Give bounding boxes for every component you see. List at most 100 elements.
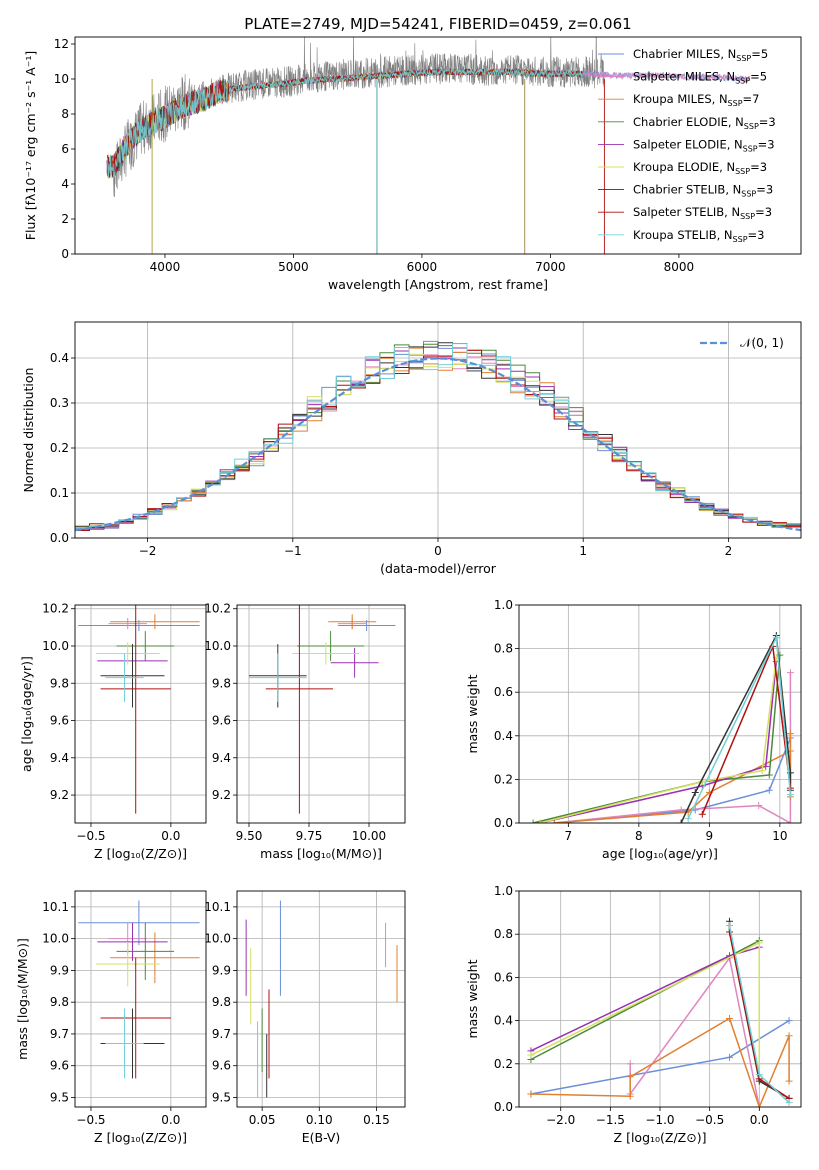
legend-entry: Chabrier ELODIE, NSSP=3 [633, 115, 776, 131]
errorbar-point [78, 900, 200, 945]
mass-weight-marker [755, 1071, 763, 1079]
y-tick-label: 10.1 [42, 900, 69, 914]
errorbar-point [108, 618, 147, 630]
mass-weight-series-8 [726, 922, 793, 1107]
histogram-series-6 [75, 342, 801, 529]
y-tick-label: 0.3 [50, 396, 69, 410]
axes-frame [236, 604, 406, 824]
mass-weight-series-1 [550, 669, 794, 823]
x-tick-label: 0 [434, 544, 442, 558]
y-tick-label: 0.0 [50, 531, 69, 545]
spectrum-model-6 [106, 67, 583, 178]
y-tick-label: 0.8 [494, 927, 513, 941]
axes-frame [74, 890, 207, 1108]
mass-weight-marker [726, 928, 734, 936]
y-tick-label: 0.2 [50, 441, 69, 455]
y-tick-label: 1.0 [494, 884, 513, 898]
plot-area-age-vs-z [78, 605, 200, 814]
x-tick-label: 2 [725, 544, 733, 558]
legend-val: =5 [750, 70, 767, 84]
x-tick-label: 10.00 [352, 829, 386, 843]
mass-weight-series-2 [527, 1014, 793, 1107]
mass-weight-marker [786, 730, 794, 738]
errorbar-point [249, 653, 307, 702]
y-tick-label: 0.4 [494, 1014, 513, 1028]
panel-mass-vs-ebv: 0.05 0.10 0.15 9.5 9.6 9.7 9.8 9.9 10.0 10.1 E(B-V… [204, 890, 406, 1145]
y-axis-label: mass weight [465, 674, 480, 753]
y-tick-label: 9.8 [50, 995, 69, 1009]
legend-sub: SSP [744, 122, 759, 131]
mass-weight-marker [785, 1077, 793, 1085]
x-tick-label: 0.15 [363, 1113, 390, 1127]
x-tick-label: 5000 [278, 260, 309, 274]
x-tick-label: 9.50 [236, 829, 263, 843]
mass-weight-line [554, 672, 792, 823]
y-tick-label: 10.0 [204, 932, 231, 946]
x-tick-label: 8 [635, 829, 643, 843]
mass-weight-marker [758, 767, 766, 775]
y-tick-label: 9.6 [50, 1059, 69, 1073]
errorbar-point [265, 605, 333, 814]
legend-sub: SSP [735, 167, 750, 176]
y-tick-label: 8 [61, 107, 69, 121]
panel-spectrum: 4000 5000 6000 7000 8000 0 2 4 6 8 10 12 wavelength … [23, 36, 802, 292]
y-tick-label: 9.8 [212, 995, 231, 1009]
axes-frame [518, 890, 802, 1108]
errorbar-point [116, 631, 175, 661]
mass-weight-series-5 [536, 653, 780, 823]
mass-weight-marker [755, 939, 763, 947]
y-tick-label: 0.2 [494, 772, 513, 786]
x-tick-label: 7 [565, 829, 573, 843]
mass-weight-series-4 [536, 658, 780, 823]
legend-val: =3 [759, 115, 776, 129]
mass-weight-marker [772, 634, 780, 642]
x-axis-label: E(B-V) [302, 1130, 341, 1145]
x-axis-label: Z [log₁₀(Z/Z⊙)] [94, 846, 187, 861]
x-tick-label: 4000 [150, 260, 181, 274]
y-tick-label: 0.6 [494, 685, 513, 699]
y-tick-label: 1.0 [494, 598, 513, 612]
x-axis-label: (data-model)/error [380, 561, 497, 576]
y-tick-label: 9.7 [50, 1027, 69, 1041]
errorbar-point [105, 1008, 144, 1079]
mass-weight-marker [755, 802, 763, 810]
mass-weight-marker [785, 1099, 793, 1107]
mass-weight-marker [529, 819, 537, 823]
y-tick-label: 9.7 [212, 1027, 231, 1041]
mass-weight-marker [786, 669, 794, 677]
mass-weight-marker [785, 1032, 793, 1040]
plot-area-spectrum [106, 37, 750, 254]
errorbar-point [95, 642, 160, 665]
spectrum-model-8 [106, 67, 583, 179]
mass-weight-marker [550, 819, 558, 823]
y-axis-label: mass weight [465, 959, 480, 1038]
axes-frame [74, 604, 207, 824]
legend-sub: SSP [728, 99, 743, 108]
plot-area-age-vs-mass [249, 605, 396, 814]
errorbar-point [292, 642, 360, 665]
mass-weight-line [539, 657, 778, 823]
x-tick-label: 0.10 [306, 1113, 333, 1127]
mass-weight-marker [765, 771, 773, 779]
panel-mass-vs-z: −0.5 0.0 9.5 9.6 9.7 9.8 9.9 10.0 10.1 Z [log₁₀(Z… [15, 890, 207, 1145]
y-tick-label: 9.8 [50, 676, 69, 690]
legend-val: =3 [755, 205, 772, 219]
x-axis-label: Z [log₁₀(Z/Z⊙)] [94, 1130, 187, 1145]
y-tick-label: 9.6 [212, 1059, 231, 1073]
legend-entry: Kroupa MILES, NSSP=7 [633, 92, 759, 108]
chart-title: PLATE=2749, MJD=54241, FIBERID=0459, z=0… [244, 15, 631, 33]
legend-entry: Kroupa ELODIE, NSSP=3 [633, 160, 767, 176]
mass-weight-series-3 [529, 651, 784, 823]
x-tick-label: −0.5 [76, 1113, 105, 1127]
plot-area-massweight-vs-age [529, 632, 794, 823]
legend-val: =5 [751, 47, 768, 61]
errorbar-point [97, 922, 168, 961]
x-tick-label: −1 [284, 544, 302, 558]
legend-sub: SSP [735, 77, 750, 86]
errorbar-point [110, 614, 200, 630]
y-tick-label: 9.5 [50, 1090, 69, 1104]
legend-entry: Salpeter MILES, NSSP=5 [633, 70, 767, 86]
panel-residual-histogram: −2 −1 0 1 2 0.0 0.1 0.2 0.3 0.4 (data-model)/error… [21, 321, 802, 576]
mass-weight-marker [684, 815, 692, 823]
mass-weight-marker [677, 819, 685, 823]
